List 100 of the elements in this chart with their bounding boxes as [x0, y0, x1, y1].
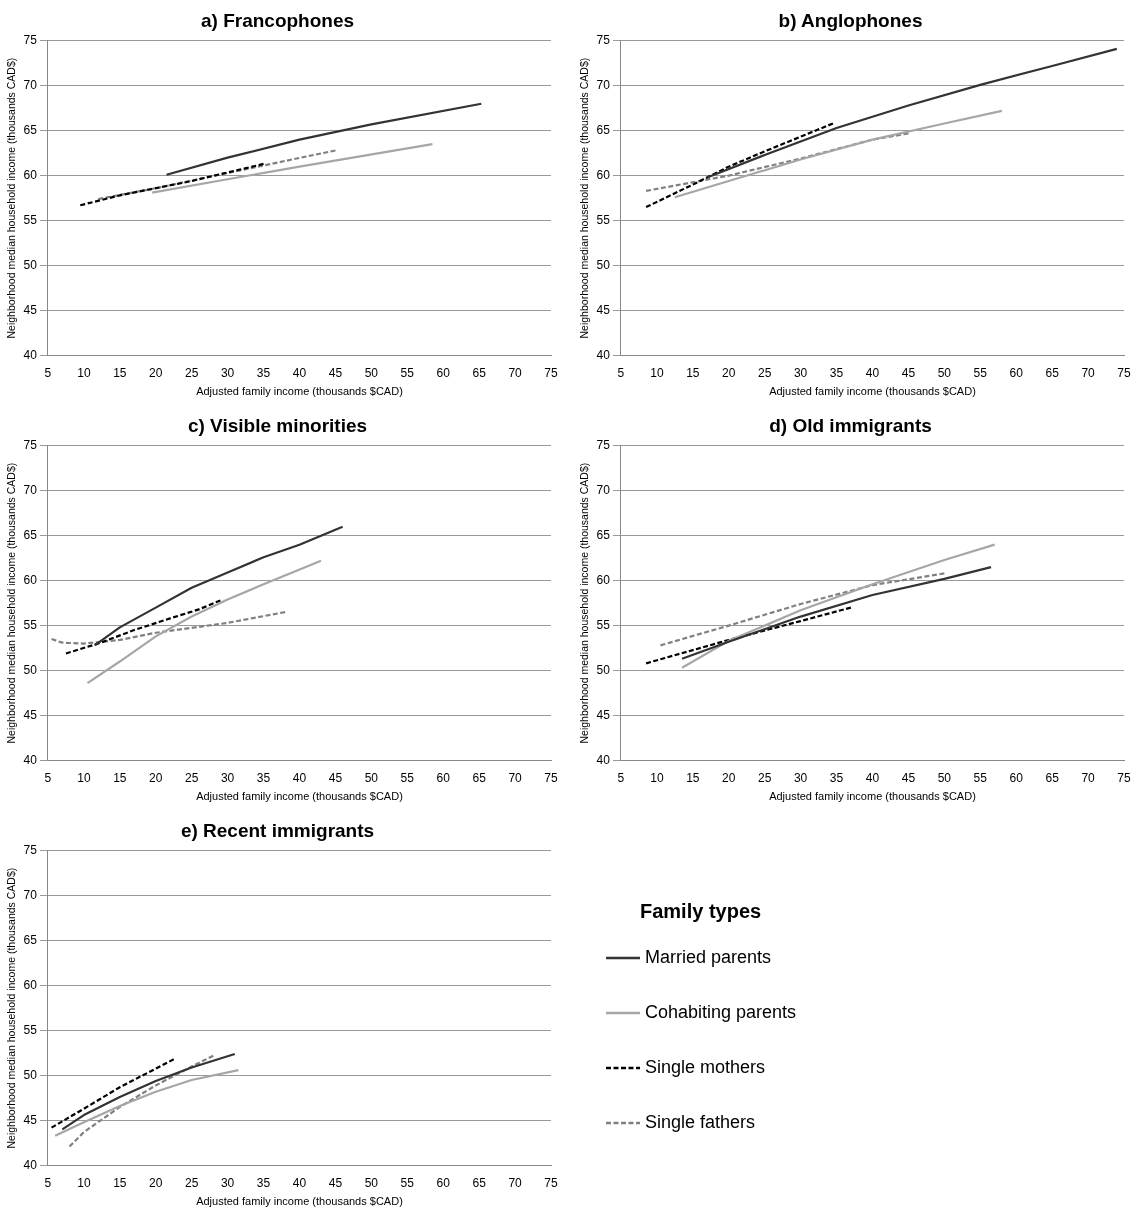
- y-tick-label: 45: [23, 707, 38, 722]
- y-tick-label: 60: [23, 167, 38, 182]
- x-tick-label: 30: [220, 770, 235, 785]
- y-tick-label: 70: [23, 483, 38, 498]
- line-series: [97, 149, 337, 201]
- x-tick-label: 60: [436, 770, 451, 785]
- y-axis-title: Neighborhood median household income (thousands CAD$): [5, 867, 18, 1149]
- legend-label: Single mothers: [645, 1057, 766, 1078]
- line-series: [50, 610, 287, 645]
- x-tick-label: 45: [328, 365, 343, 380]
- legend-label: Single fathers: [645, 1112, 756, 1133]
- x-tick-label: 75: [544, 1175, 558, 1190]
- x-tick-label: 65: [472, 770, 487, 785]
- y-tick-label: 65: [23, 528, 38, 542]
- x-tick-label: 40: [865, 365, 880, 380]
- y-axis-title: Neighborhood median household income (thousands CAD$): [578, 462, 591, 744]
- y-tick-label: 45: [23, 302, 38, 317]
- y-tick-label: 75: [596, 33, 611, 48]
- line-series: [50, 1058, 175, 1129]
- y-tick-label: 65: [596, 528, 611, 542]
- x-tick-label: 10: [77, 365, 91, 380]
- x-tick-label: 65: [472, 365, 487, 380]
- x-tick-label: 30: [793, 365, 808, 380]
- chart-title: e) Recent immigrants: [180, 819, 375, 841]
- x-tick-label: 35: [256, 1175, 271, 1190]
- y-tick-label: 40: [23, 347, 38, 362]
- x-tick-label: 60: [436, 1175, 451, 1190]
- x-tick-label: 20: [149, 770, 163, 785]
- line-series: [79, 162, 265, 207]
- x-tick-label: 15: [113, 1175, 127, 1190]
- y-tick-label: 45: [596, 302, 611, 317]
- x-tick-label: 55: [400, 365, 415, 380]
- x-tick-label: 40: [292, 365, 307, 380]
- y-tick-label: 50: [23, 1067, 38, 1082]
- x-tick-label: 75: [1117, 365, 1131, 380]
- y-tick-label: 50: [596, 662, 611, 677]
- y-tick-label: 40: [23, 1157, 38, 1172]
- y-tick-label: 60: [23, 572, 38, 587]
- x-tick-label: 50: [937, 365, 952, 380]
- y-tick-label: 65: [23, 933, 38, 947]
- y-tick-label: 50: [596, 257, 611, 272]
- y-tick-label: 50: [23, 257, 38, 272]
- x-tick-label: 20: [149, 1175, 163, 1190]
- x-tick-label: 50: [364, 770, 379, 785]
- x-tick-label: 5: [617, 770, 625, 785]
- y-tick-label: 45: [596, 707, 611, 722]
- y-tick-label: 40: [23, 752, 38, 767]
- x-tick-label: 35: [256, 770, 271, 785]
- line-series: [645, 132, 910, 193]
- line-series: [645, 122, 835, 209]
- y-tick-label: 60: [23, 977, 38, 992]
- x-tick-label: 70: [508, 770, 523, 785]
- y-tick-label: 60: [596, 572, 611, 587]
- x-tick-label: 70: [1081, 770, 1096, 785]
- legend-label: Cohabiting parents: [645, 1002, 797, 1023]
- line-series: [645, 606, 853, 665]
- x-tick-label: 75: [1117, 770, 1131, 785]
- y-tick-label: 55: [596, 617, 611, 632]
- x-tick-label: 25: [758, 770, 772, 785]
- x-tick-label: 15: [113, 365, 127, 380]
- y-tick-label: 65: [23, 123, 38, 137]
- x-tick-label: 10: [650, 770, 664, 785]
- x-tick-label: 35: [829, 365, 844, 380]
- x-tick-label: 10: [650, 365, 664, 380]
- x-tick-label: 45: [328, 770, 343, 785]
- x-tick-label: 20: [722, 365, 736, 380]
- y-tick-label: 55: [23, 212, 38, 227]
- x-tick-label: 5: [44, 770, 52, 785]
- x-tick-label: 60: [1009, 365, 1024, 380]
- y-tick-label: 40: [596, 752, 611, 767]
- y-tick-label: 55: [23, 617, 38, 632]
- x-tick-label: 70: [508, 1175, 523, 1190]
- x-tick-label: 25: [185, 770, 199, 785]
- y-tick-label: 70: [23, 888, 38, 903]
- legend-title: Family types: [638, 900, 763, 923]
- x-tick-label: 55: [400, 1175, 415, 1190]
- x-axis-title: Adjusted family income (thousands $CAD): [196, 385, 403, 398]
- x-axis-title: Adjusted family income (thousands $CAD): [196, 790, 403, 803]
- x-tick-label: 50: [937, 770, 952, 785]
- x-axis-title: Adjusted family income (thousands $CAD): [769, 385, 976, 398]
- x-tick-label: 30: [793, 770, 808, 785]
- x-tick-label: 40: [865, 770, 880, 785]
- x-tick-label: 40: [292, 770, 307, 785]
- line-series: [659, 572, 946, 647]
- x-tick-label: 5: [617, 365, 625, 380]
- x-tick-label: 35: [829, 770, 844, 785]
- x-tick-label: 65: [1045, 365, 1060, 380]
- y-tick-label: 70: [596, 483, 611, 498]
- x-tick-label: 40: [292, 1175, 307, 1190]
- x-tick-label: 60: [436, 365, 451, 380]
- y-tick-label: 75: [23, 33, 38, 48]
- y-tick-label: 55: [23, 1022, 38, 1037]
- x-tick-label: 55: [973, 365, 988, 380]
- y-tick-label: 55: [596, 212, 611, 227]
- x-tick-label: 5: [44, 1175, 52, 1190]
- line-series: [64, 599, 222, 655]
- x-tick-label: 75: [544, 770, 558, 785]
- chart-title: d) Old immigrants: [769, 414, 932, 436]
- legend-label: Married parents: [645, 947, 772, 968]
- x-tick-label: 50: [364, 365, 379, 380]
